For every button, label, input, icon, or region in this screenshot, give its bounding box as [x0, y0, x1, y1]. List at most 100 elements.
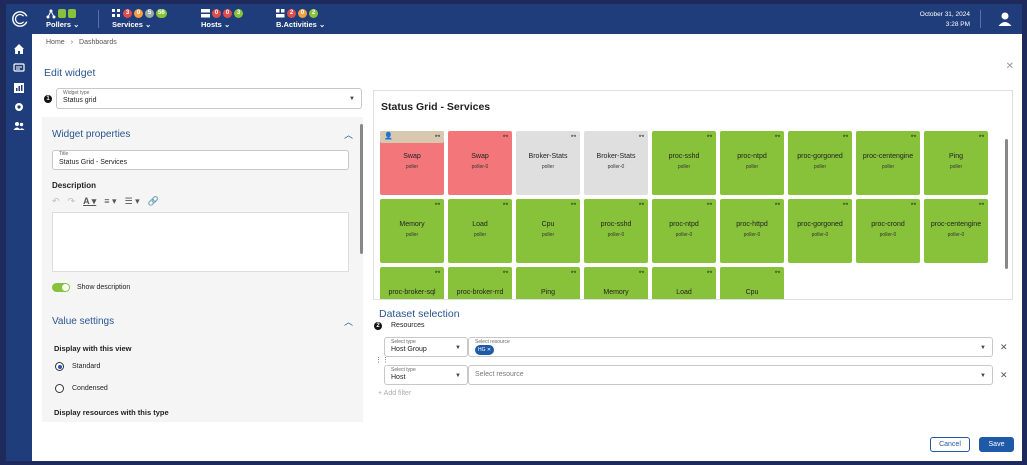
drag-handle-icon[interactable]: ⋮⋮ [375, 357, 389, 364]
filter-1-resource-select[interactable]: Select resource HG ✕ ▼ [468, 337, 993, 357]
status-tile[interactable]: ⚯ proc-ntpd poller [720, 131, 784, 195]
collapse-chevron-up-icon[interactable]: ︿ [343, 317, 353, 327]
title-field[interactable]: Title Status Grid - Services [52, 150, 349, 170]
hosts-unreachable-count[interactable]: 0 [223, 9, 232, 18]
ba-warning-count[interactable]: 0 [298, 9, 307, 18]
status-tile[interactable]: ⚯ Ping [516, 267, 580, 299]
status-tile[interactable]: ⚯ proc-centengine poller-0 [924, 199, 988, 263]
status-tile[interactable]: ⚯ proc-centengine poller [856, 131, 920, 195]
save-button[interactable]: Save [979, 437, 1014, 452]
status-tile[interactable]: ⚯ proc-sshd poller [652, 131, 716, 195]
status-tile[interactable]: ⚯ Load poller [448, 199, 512, 263]
service-link-icon[interactable]: ⚯ [706, 202, 712, 208]
status-tile[interactable]: ⚯ Swap poller-0 [448, 131, 512, 195]
status-tile[interactable]: ⚯ Memory [584, 267, 648, 299]
remove-filter-2-icon[interactable]: ✕ [1000, 370, 1008, 380]
status-tile[interactable]: ⚯ Cpu poller [516, 199, 580, 263]
status-tile[interactable]: ⚯ Load [652, 267, 716, 299]
services-critical-count[interactable]: 3 [123, 9, 132, 18]
service-link-icon[interactable]: ⚯ [570, 270, 576, 276]
text-color-icon[interactable]: A ▾ [83, 196, 97, 206]
service-link-icon[interactable]: ⚯ [502, 202, 508, 208]
administration-users-icon[interactable] [13, 120, 25, 132]
service-link-icon[interactable]: ⚯ [570, 134, 576, 140]
status-tile[interactable]: ⚯ proc-sshd poller-0 [584, 199, 648, 263]
service-link-icon[interactable]: ⚯ [706, 270, 712, 276]
link-icon[interactable]: 🔗 [147, 196, 159, 206]
status-tile[interactable]: ⚯ Broker-Stats poller [516, 131, 580, 195]
status-tile[interactable]: ⚯ Ping poller [924, 131, 988, 195]
status-tile[interactable]: ⚯ Broker-Stats poller-0 [584, 131, 648, 195]
user-profile-icon[interactable] [996, 10, 1014, 28]
service-link-icon[interactable]: ⚯ [706, 134, 712, 140]
radio-standard[interactable] [55, 362, 64, 371]
status-tile[interactable]: ⚯ proc-broker-sql [380, 267, 444, 299]
properties-scrollbar[interactable] [360, 124, 363, 254]
show-description-toggle[interactable] [52, 283, 70, 292]
services-menu[interactable]: 3 0 5 56 Services ⌄ [112, 8, 167, 29]
service-link-icon[interactable]: ⚯ [434, 270, 440, 276]
breadcrumb-home[interactable]: Home [46, 39, 65, 46]
preview-scrollbar[interactable] [1005, 139, 1008, 269]
add-filter-button[interactable]: + Add filter [378, 390, 411, 397]
filter-1-type-select[interactable]: Select type Host Group ▼ [384, 337, 468, 357]
status-tile[interactable]: ⚯ proc-gorgoned poller [788, 131, 852, 195]
home-icon[interactable] [13, 43, 25, 55]
service-link-icon[interactable]: ⚯ [910, 134, 916, 140]
service-link-icon[interactable]: ⚯ [978, 202, 984, 208]
status-tile[interactable]: 👤 ⚯ Swap poller [380, 131, 444, 195]
service-link-icon[interactable]: ⚯ [638, 270, 644, 276]
status-tile[interactable]: ⚯ proc-crond poller-0 [856, 199, 920, 263]
hosts-down-count[interactable]: 0 [212, 9, 221, 18]
cancel-button[interactable]: Cancel [930, 437, 970, 452]
radio-condensed[interactable] [55, 384, 64, 393]
service-link-icon[interactable]: ⚯ [978, 134, 984, 140]
remove-filter-1-icon[interactable]: ✕ [1000, 342, 1008, 352]
service-link-icon[interactable]: ⚯ [842, 202, 848, 208]
hosts-menu[interactable]: 0 0 3 Hosts ⌄ [201, 8, 243, 29]
resource-chip[interactable]: HG ✕ [475, 345, 495, 355]
chip-remove-icon[interactable]: ✕ [486, 347, 492, 353]
filter-2-resource-select[interactable]: Select resource ▼ [468, 365, 993, 385]
text-align-icon[interactable]: ≡ ▾ [104, 196, 117, 206]
service-link-icon[interactable]: ⚯ [774, 202, 780, 208]
ba-ok-count[interactable]: 2 [309, 9, 318, 18]
status-tile[interactable]: ⚯ proc-httpd poller-0 [720, 199, 784, 263]
service-link-icon[interactable]: ⚯ [434, 134, 440, 140]
centreon-logo-icon[interactable] [11, 10, 29, 28]
monitoring-icon[interactable] [13, 62, 25, 74]
hosts-up-count[interactable]: 3 [234, 9, 243, 18]
status-tile[interactable]: ⚯ proc-gorgoned poller-0 [788, 199, 852, 263]
service-link-icon[interactable]: ⚯ [434, 202, 440, 208]
ba-critical-count[interactable]: 2 [287, 9, 296, 18]
service-link-icon[interactable]: ⚯ [638, 134, 644, 140]
services-warning-count[interactable]: 0 [134, 9, 143, 18]
close-icon[interactable]: ✕ [1005, 61, 1014, 72]
service-link-icon[interactable]: ⚯ [774, 270, 780, 276]
pollers-menu[interactable]: Pollers ⌄ [46, 8, 79, 29]
service-link-icon[interactable]: ⚯ [502, 134, 508, 140]
collapse-chevron-up-icon[interactable]: ︿ [343, 130, 353, 140]
status-tile[interactable]: ⚯ proc-ntpd poller-0 [652, 199, 716, 263]
description-editor[interactable] [52, 212, 349, 272]
service-link-icon[interactable]: ⚯ [502, 270, 508, 276]
services-unknown-count[interactable]: 5 [145, 9, 154, 18]
status-tile[interactable]: ⚯ proc-broker-rrd [448, 267, 512, 299]
widget-type-select[interactable]: Widget type Status grid ▼ [56, 88, 362, 109]
reporting-chart-icon[interactable] [13, 82, 25, 94]
status-tile[interactable]: ⚯ Cpu [720, 267, 784, 299]
filter-2-type-select[interactable]: Select type Host ▼ [384, 365, 468, 385]
service-link-icon[interactable]: ⚯ [842, 134, 848, 140]
status-tile[interactable]: ⚯ Memory poller [380, 199, 444, 263]
service-link-icon[interactable]: ⚯ [570, 202, 576, 208]
undo-icon[interactable]: ↶ [52, 196, 60, 206]
business-activities-menu[interactable]: 2 0 2 B.Activities ⌄ [276, 8, 325, 29]
redo-icon[interactable]: ↷ [67, 196, 76, 206]
services-ok-count[interactable]: 56 [156, 9, 167, 18]
service-link-icon[interactable]: ⚯ [910, 202, 916, 208]
service-link-icon[interactable]: ⚯ [774, 134, 780, 140]
breadcrumb-dashboards[interactable]: Dashboards [79, 39, 117, 46]
list-icon[interactable]: ☰ ▾ [124, 196, 140, 206]
configuration-gear-icon[interactable] [13, 101, 25, 113]
service-link-icon[interactable]: ⚯ [638, 202, 644, 208]
